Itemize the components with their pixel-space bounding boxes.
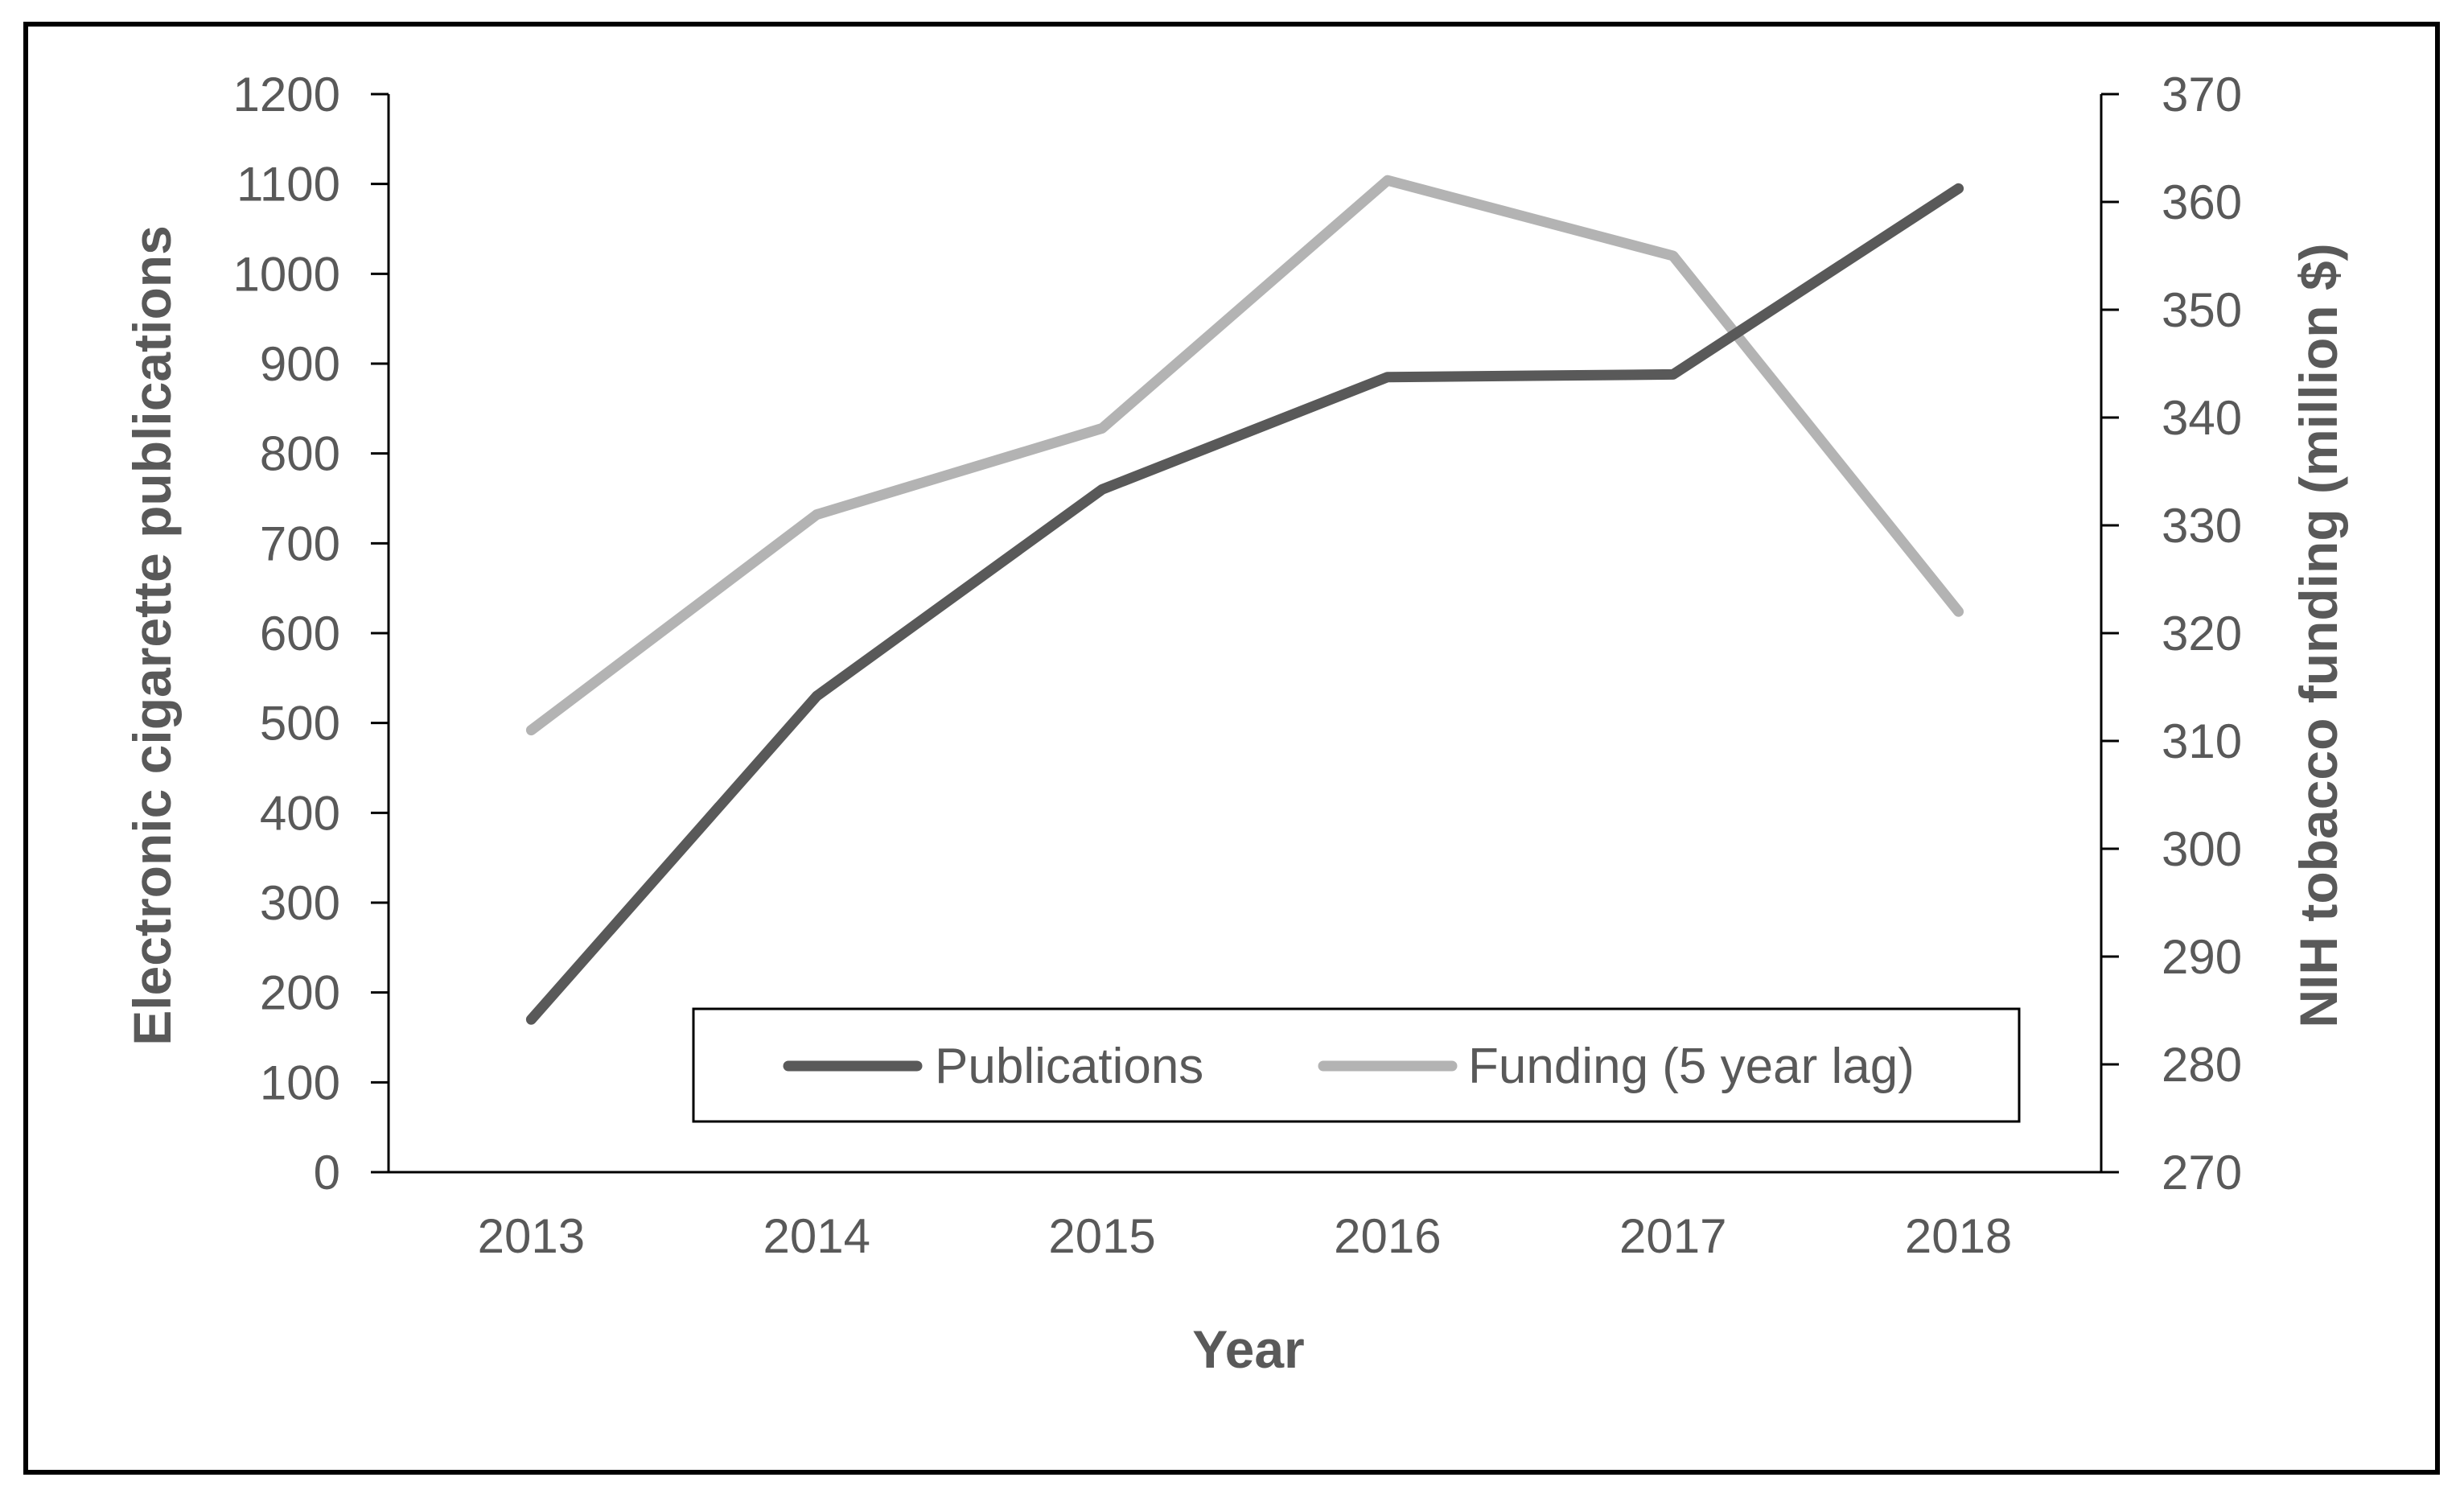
left-tick-label: 400 bbox=[260, 786, 340, 840]
x-tick-label: 2014 bbox=[763, 1209, 870, 1263]
legend: Publications Funding (5 year lag) bbox=[692, 1007, 2021, 1123]
left-axis-ticks: 0 100 200 300 400 500 600 700 800 900 1000 1100 1200 bbox=[233, 68, 389, 1200]
left-tick-label: 200 bbox=[260, 966, 340, 1020]
right-tick-label: 290 bbox=[2162, 930, 2242, 984]
right-tick-label: 300 bbox=[2162, 822, 2242, 876]
left-tick-label: 600 bbox=[260, 607, 340, 661]
x-tick-label: 2018 bbox=[1905, 1209, 2012, 1263]
right-tick-label: 350 bbox=[2162, 283, 2242, 337]
left-tick-label: 300 bbox=[260, 876, 340, 930]
x-tick-label: 2017 bbox=[1619, 1209, 1726, 1263]
series-lines bbox=[525, 175, 1964, 1025]
x-axis-title: Year bbox=[1192, 1319, 1304, 1379]
right-axis-title: NIH tobacco funding (million $) bbox=[2289, 243, 2348, 1027]
right-tick-label: 360 bbox=[2162, 175, 2242, 229]
figure-border bbox=[23, 22, 2440, 1475]
right-tick-label: 330 bbox=[2162, 499, 2242, 553]
right-tick-label: 280 bbox=[2162, 1038, 2242, 1092]
left-tick-label: 800 bbox=[260, 427, 340, 481]
right-tick-label: 270 bbox=[2162, 1146, 2242, 1200]
legend-label-funding: Funding (5 year lag) bbox=[1468, 1039, 1915, 1094]
left-tick-label: 0 bbox=[314, 1146, 340, 1200]
x-tick-label: 2015 bbox=[1048, 1209, 1155, 1263]
right-axis-ticks: 270 280 290 300 310 320 330 340 350 360 370 bbox=[2101, 68, 2242, 1200]
right-tick-label: 310 bbox=[2162, 714, 2242, 768]
left-tick-label: 1100 bbox=[237, 158, 340, 212]
left-tick-label: 500 bbox=[260, 697, 340, 751]
left-tick-label: 700 bbox=[260, 516, 340, 570]
left-tick-label: 1200 bbox=[233, 68, 340, 121]
legend-label-publications: Publications bbox=[935, 1039, 1203, 1094]
left-tick-label: 900 bbox=[260, 337, 340, 391]
series-line-publications bbox=[525, 183, 1964, 1025]
right-tick-label: 320 bbox=[2162, 607, 2242, 661]
x-tick-label: 2013 bbox=[478, 1209, 585, 1263]
left-tick-label: 1000 bbox=[233, 247, 340, 301]
right-tick-label: 370 bbox=[2162, 68, 2242, 121]
left-tick-label: 100 bbox=[260, 1056, 340, 1109]
series-line-funding bbox=[525, 175, 1964, 736]
x-axis-ticks: 2013 2014 2015 2016 2017 2018 bbox=[478, 1209, 2013, 1263]
right-tick-label: 340 bbox=[2162, 391, 2242, 445]
left-axis-title: Electronic cigarette publications bbox=[122, 225, 182, 1046]
x-tick-label: 2016 bbox=[1334, 1209, 1441, 1263]
